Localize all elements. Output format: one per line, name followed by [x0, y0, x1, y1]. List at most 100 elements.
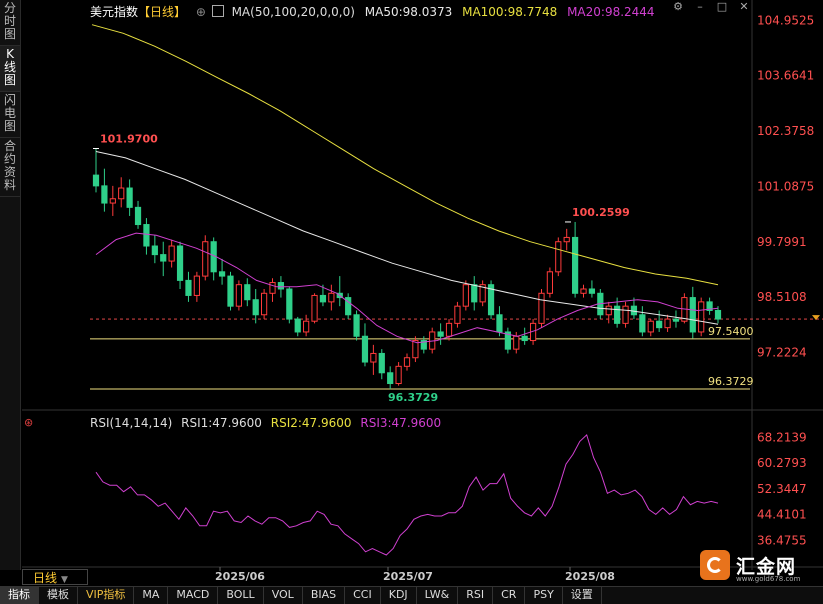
candle-body [698, 301, 705, 333]
toolbar-item-1[interactable]: 模板 [39, 587, 78, 604]
rsi-settings-icon[interactable]: ⊛ [24, 416, 34, 429]
minimize-icon[interactable]: – [697, 0, 703, 13]
maximize-icon[interactable]: □ [716, 0, 728, 13]
candle-body [403, 357, 411, 367]
toolbar-item-13[interactable]: PSY [525, 587, 563, 604]
rsi-header: RSI(14,14,14) RSI1:47.9600 RSI2:47.9600 … [90, 416, 446, 430]
period-selector[interactable]: 日线 ▼ [22, 569, 88, 585]
candle-body [218, 271, 226, 277]
candle-body [252, 299, 259, 316]
tab-char: 料 [3, 178, 16, 192]
chevron-down-icon: ▼ [61, 575, 68, 585]
candle-body [437, 331, 444, 337]
candle-body [664, 318, 671, 329]
toolbar-item-2[interactable]: VIP指标 [78, 587, 135, 604]
support-line-1-label: 97.5400 [708, 325, 754, 338]
candle-body [319, 294, 327, 303]
candle-body [555, 241, 562, 273]
price-tick-label: 98.5108 [757, 290, 807, 304]
ma-params: MA(50,100,20,0,0,0) [231, 5, 355, 19]
candle-body [471, 284, 478, 303]
tab-kline-chart[interactable]: K 线 图 [0, 46, 20, 92]
toolbar-item-12[interactable]: CR [493, 587, 526, 604]
candle-body [261, 292, 268, 316]
settings-circle-icon[interactable]: ⊕ [195, 5, 206, 19]
candle-body [244, 284, 251, 301]
toolbar-item-11[interactable]: RSI [458, 587, 494, 604]
tab-char: 线 [3, 60, 16, 74]
tab-char: 分 [3, 1, 16, 15]
tab-char: 闪 [3, 93, 16, 107]
toolbar-item-6[interactable]: VOL [264, 587, 303, 604]
candle-body [143, 224, 150, 247]
candle-body [303, 320, 310, 333]
candle-body [588, 288, 596, 294]
logo-text: 汇金网 [736, 555, 797, 578]
toolbar-item-14[interactable]: 设置 [563, 587, 602, 604]
price-marker-icon [812, 315, 820, 321]
period-label: 日线 [33, 571, 58, 585]
time-tick-label: 2025/06 [215, 570, 265, 583]
candle-body [345, 297, 352, 316]
toolbar-item-10[interactable]: LW& [417, 587, 459, 604]
rsi-tick-label: 52.3447 [757, 482, 807, 496]
candle-body [395, 365, 402, 385]
candle-body [311, 294, 318, 322]
candle-body [496, 314, 503, 333]
candle-body [378, 352, 385, 374]
candle-body [387, 372, 394, 385]
settings-icon[interactable]: ⚙ [673, 0, 683, 13]
candle-body [572, 236, 579, 294]
toolbar-item-7[interactable]: BIAS [303, 587, 346, 604]
candle-body [479, 284, 486, 303]
candle-body [109, 198, 116, 204]
candle-body [160, 254, 167, 262]
candle-body [227, 275, 234, 307]
candle-body [689, 297, 696, 333]
toolbar-item-4[interactable]: MACD [168, 587, 219, 604]
candle-body [580, 288, 587, 294]
ma50-line [95, 151, 719, 325]
candle-body [647, 320, 654, 333]
candle-body [193, 275, 200, 296]
tab-char: 图 [3, 27, 16, 41]
ma100-line [91, 24, 719, 286]
tab-char: 约 [3, 152, 16, 166]
toolbar-item-3[interactable]: MA [134, 587, 169, 604]
logo: 汇金网 www.gold678.com [700, 545, 823, 585]
tab-flash-chart[interactable]: 闪 电 图 [0, 92, 20, 138]
candle-body [445, 322, 453, 337]
candle-body [614, 305, 621, 324]
candle-body [361, 335, 369, 363]
price-tick-label: 103.6641 [757, 69, 814, 83]
candle-body [639, 314, 646, 333]
tab-contract-info[interactable]: 合 约 资 料 [0, 138, 20, 197]
toolbar-item-8[interactable]: CCI [345, 587, 381, 604]
high-annotation-1: 101.9700 [100, 132, 158, 145]
candle-body [134, 206, 142, 226]
toolbar-item-9[interactable]: KDJ [381, 587, 417, 604]
toolbar-item-0[interactable]: 指标 [0, 587, 39, 604]
tab-char: K [6, 47, 14, 61]
close-icon[interactable]: ✕ [739, 0, 749, 13]
window-controls: ⚙ – □ ✕ [671, 0, 751, 14]
tab-time-chart[interactable]: 分 时 图 [0, 0, 20, 46]
rsi-tick-label: 44.4101 [757, 508, 807, 522]
candle-body [176, 245, 184, 281]
indicator-toggle-icon[interactable] [211, 5, 224, 17]
candle-body [92, 174, 100, 187]
toolbar-item-5[interactable]: BOLL [218, 587, 264, 604]
tab-char: 资 [3, 165, 16, 179]
ma100-value: MA100:98.7748 [462, 5, 558, 19]
candle-body [101, 185, 108, 204]
ma20-line [95, 232, 719, 344]
candle-body [487, 284, 495, 316]
price-tick-label: 99.7991 [757, 235, 807, 249]
rsi-tick-label: 60.2793 [757, 456, 807, 470]
candle-body [706, 301, 713, 311]
support-line-2-label: 96.3729 [708, 375, 754, 388]
rsi-tick-label: 36.4755 [757, 533, 807, 547]
rsi-line [95, 433, 719, 556]
candle-body [513, 335, 520, 350]
